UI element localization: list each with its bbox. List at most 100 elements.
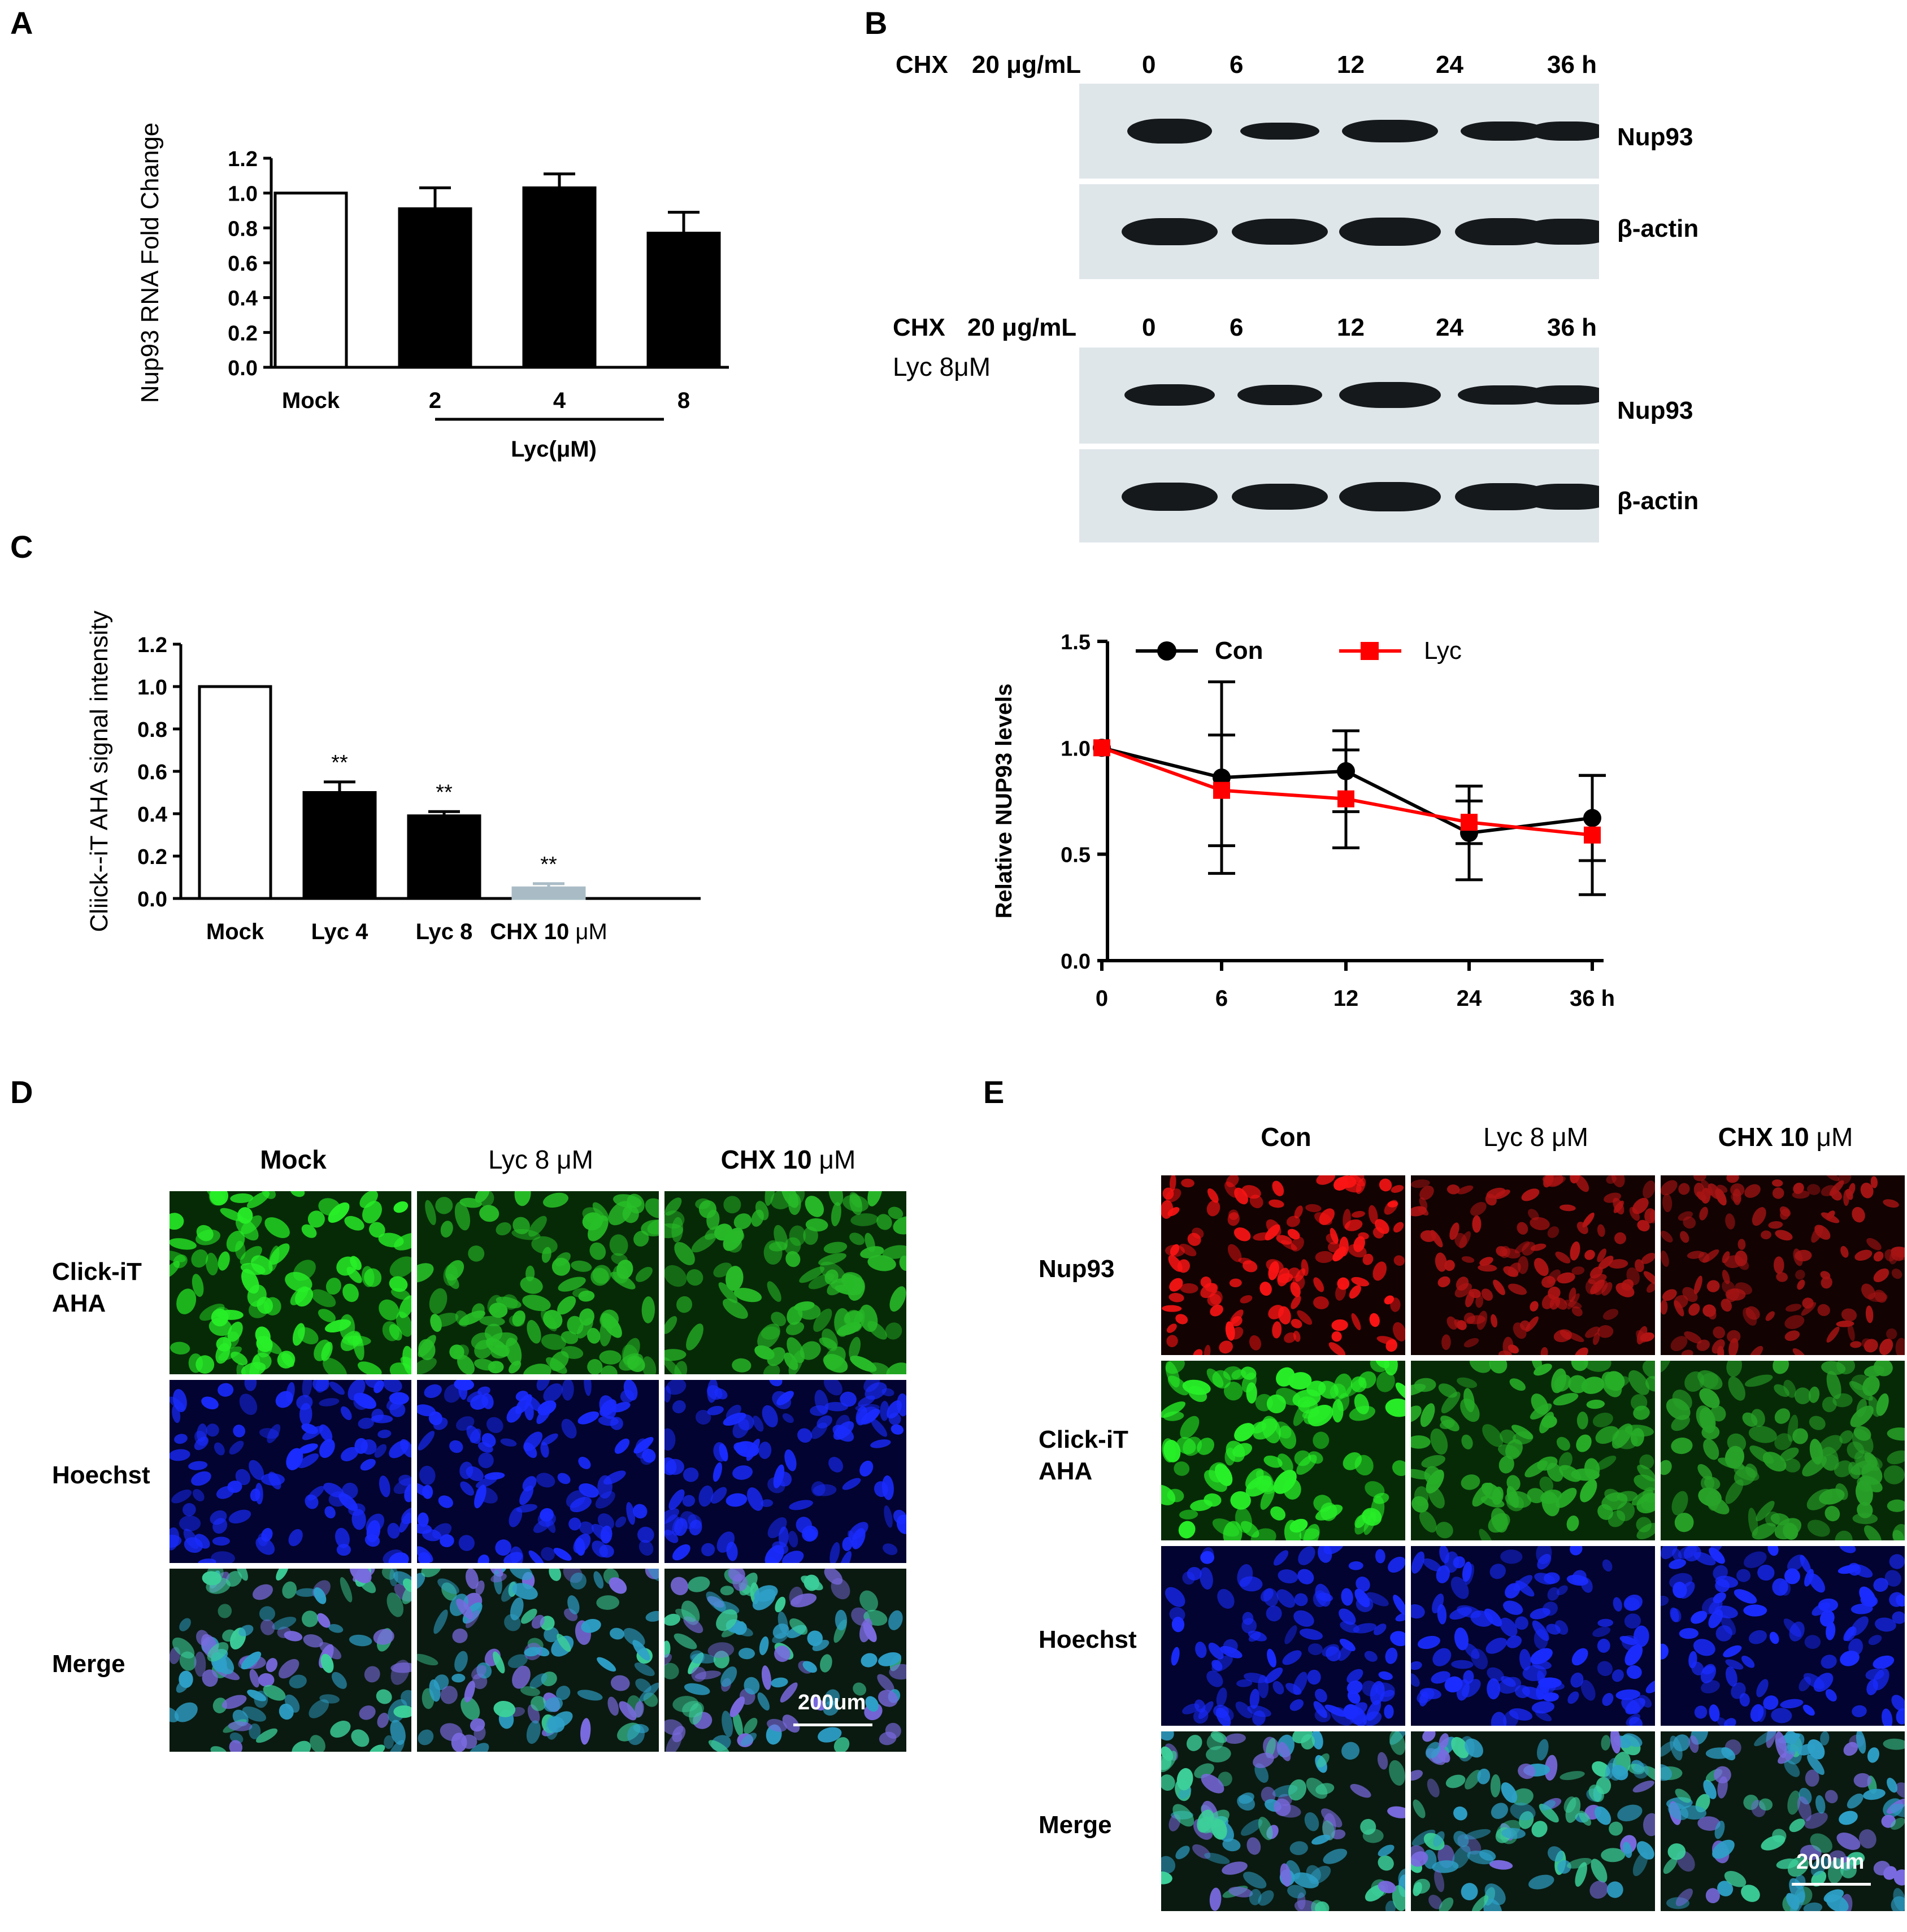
- scale-bar-label: 200um: [1796, 1850, 1865, 1874]
- y-tick-label: 0.5: [1061, 844, 1091, 867]
- micrograph: [1411, 1175, 1655, 1355]
- blot1-label-nup93: Nup93: [1617, 123, 1693, 151]
- blot2-label-nup93: Nup93: [1617, 397, 1693, 424]
- bar: [198, 685, 272, 900]
- lane-label: 6: [1230, 51, 1244, 79]
- legend-marker-lyc: [1361, 642, 1379, 660]
- y-axis-label: Nup93 RNA Fold Change: [136, 123, 164, 403]
- y-tick-label: 0.8: [228, 217, 258, 241]
- bar: [398, 207, 472, 369]
- panel-letter-c: C: [10, 529, 33, 565]
- blot-band: [1339, 482, 1441, 511]
- legend-marker-con: [1157, 641, 1176, 661]
- blot-band: [1240, 123, 1319, 140]
- blot-band: [1124, 384, 1215, 406]
- micrograph: [170, 1380, 411, 1563]
- lane-label: 0: [1142, 51, 1156, 79]
- x-tick-label: 36 h: [1570, 986, 1615, 1011]
- bar: [407, 814, 481, 900]
- group-label: Lyc(μM): [511, 437, 597, 462]
- scale-bar: [1792, 1883, 1871, 1886]
- column-label: Mock: [260, 1145, 327, 1174]
- data-point-lyc: [1461, 814, 1478, 831]
- micrograph: [1661, 1175, 1905, 1355]
- y-tick-label: 0.0: [1061, 950, 1091, 974]
- blot2-dose: 20 μg/mL: [967, 314, 1077, 341]
- blot-band: [1526, 385, 1599, 405]
- significance-label: **: [540, 853, 557, 876]
- x-tick-label: 4: [553, 388, 566, 413]
- y-tick-label: 0.2: [137, 845, 167, 869]
- scale-bar-label: 200um: [798, 1691, 866, 1714]
- x-tick-label: 2: [429, 388, 441, 413]
- lane-label: 36 h: [1547, 314, 1597, 341]
- blot-band: [1122, 218, 1218, 245]
- micrograph: [1161, 1731, 1405, 1911]
- blot-band: [1520, 484, 1599, 510]
- y-tick-label: 0.2: [228, 322, 258, 345]
- lane-label: 24: [1436, 51, 1463, 79]
- x-tick-label: 0: [1096, 986, 1108, 1011]
- blot1-treatment: CHX: [896, 51, 948, 79]
- lane-label: 24: [1436, 314, 1463, 341]
- micrograph: [664, 1569, 906, 1752]
- micrograph: [417, 1380, 659, 1563]
- lane-label: 0: [1142, 314, 1156, 341]
- micrograph: [1411, 1361, 1655, 1540]
- y-tick-label: 1.0: [1061, 737, 1091, 761]
- bar: [302, 791, 377, 900]
- blot2-treatment: CHX: [893, 314, 945, 341]
- x-tick-label: 6: [1215, 986, 1228, 1011]
- column-label: CHX 10 μM: [720, 1145, 856, 1174]
- y-tick-label: 1.0: [137, 676, 167, 700]
- blot-band: [1127, 119, 1212, 144]
- x-tick-label: 8: [677, 388, 690, 413]
- column-label: Lyc 8 μM: [488, 1145, 593, 1174]
- micrograph: [1411, 1731, 1655, 1911]
- micrograph: [170, 1191, 411, 1374]
- significance-label: **: [436, 780, 453, 804]
- chart-b-line: 0.0 0.5 1.0 1.5 0 6 12 24 36 h Relative NUP93 lev…: [992, 631, 1615, 1011]
- legend-label-lyc: Lyc: [1424, 637, 1462, 665]
- blot1-nup93: [1079, 84, 1599, 179]
- y-tick-label: 0.4: [228, 287, 258, 311]
- y-tick-label: 0.6: [137, 761, 167, 784]
- y-tick-label: 0.0: [137, 888, 167, 911]
- row-label: Hoechst: [52, 1461, 150, 1489]
- micrograph: [1661, 1731, 1905, 1911]
- bar: [273, 192, 348, 369]
- significance-label: **: [331, 751, 348, 775]
- y-tick-label: 0.8: [137, 718, 167, 742]
- column-label: Lyc 8 μM: [1483, 1122, 1588, 1152]
- row-label: Click-iT AHA: [52, 1258, 142, 1317]
- y-tick-label: 0.0: [228, 357, 258, 380]
- blot-band: [1232, 484, 1328, 510]
- blot2-actin: [1079, 449, 1599, 542]
- blot-band: [1339, 218, 1441, 246]
- x-tick-label: 12: [1333, 986, 1359, 1011]
- y-tick-label: 0.6: [228, 252, 258, 276]
- column-label: Con: [1261, 1122, 1311, 1152]
- data-point-lyc: [1584, 826, 1601, 844]
- micrograph: [664, 1191, 906, 1374]
- y-tick-label: 1.0: [228, 183, 258, 206]
- y-axis-label: Relative NUP93 levels: [992, 684, 1017, 919]
- row-label: Nup93: [1039, 1255, 1115, 1283]
- blot2-extra: Lyc 8μM: [893, 352, 991, 381]
- data-point-lyc: [1093, 739, 1110, 757]
- micrograph: [1411, 1546, 1655, 1726]
- bar: [511, 886, 586, 900]
- micrograph: [1161, 1361, 1405, 1540]
- micrograph: [1661, 1361, 1905, 1540]
- blot-band: [1342, 120, 1438, 142]
- row-label: Merge: [1039, 1811, 1112, 1839]
- blot2-nup93: [1079, 348, 1599, 444]
- row-label: Click-iT AHA: [1039, 1426, 1128, 1485]
- blot-band: [1122, 483, 1218, 511]
- y-tick-label: 1.2: [137, 633, 167, 657]
- blot-band: [1528, 121, 1599, 141]
- legend-label-con: Con: [1215, 637, 1263, 665]
- chart-c: 0.0 0.2 0.4 0.6 0.8 1.0 1.2 Mock ** Lyc 4 ** Lyc 8 *…: [85, 611, 701, 944]
- blot2-label-actin: β-actin: [1617, 487, 1699, 515]
- panel-letter-d: D: [10, 1074, 33, 1110]
